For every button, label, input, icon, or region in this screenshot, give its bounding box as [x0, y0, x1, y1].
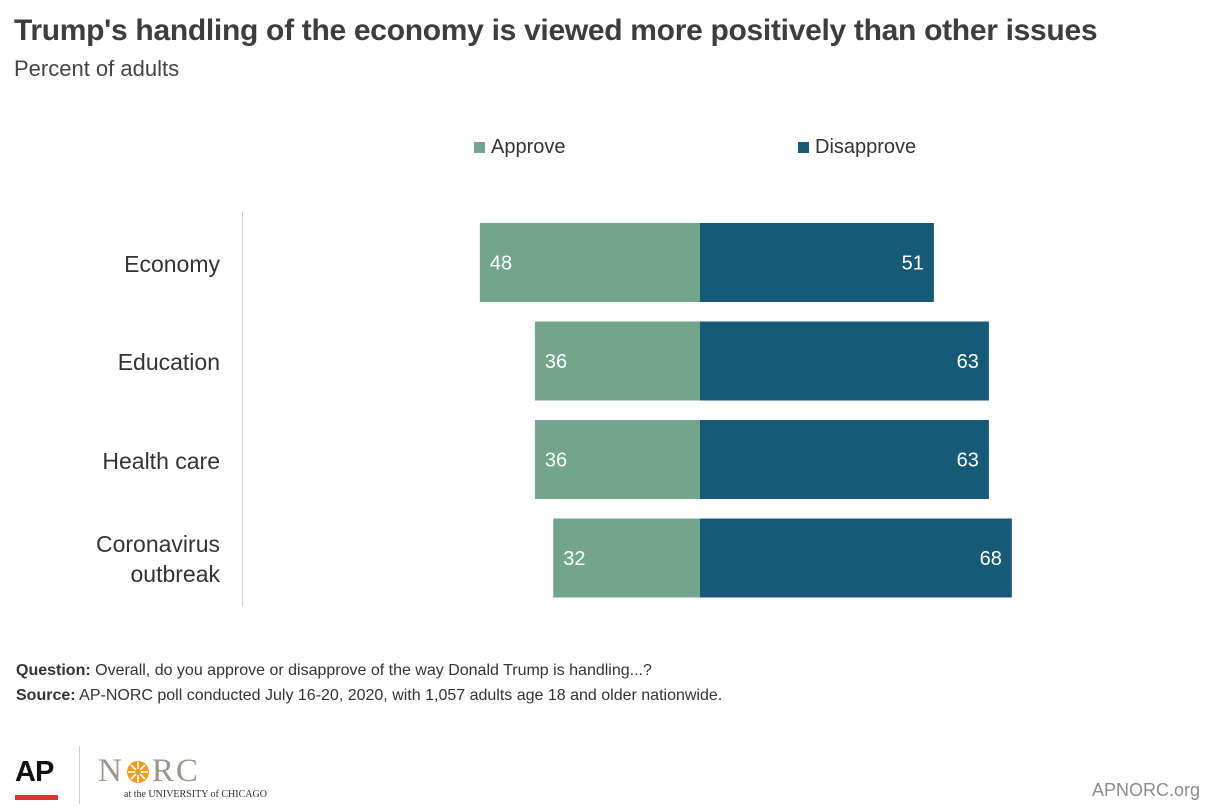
- norc-logo-n: N: [98, 753, 124, 789]
- bar-approve-0: [479, 223, 700, 302]
- category-label-line: outbreak: [130, 561, 220, 587]
- footnote-question: Question: Overall, do you approve or dis…: [16, 662, 652, 680]
- category-label-line: Economy: [124, 250, 220, 277]
- bar-disapprove-3: [700, 518, 1012, 598]
- source-text: AP-NORC poll conducted July 16-20, 2020,…: [75, 687, 723, 704]
- source-label: Source:: [16, 687, 76, 704]
- category-label-line: Education: [117, 349, 220, 375]
- logo-divider: [79, 746, 80, 804]
- bar-disapprove-0: [700, 223, 934, 302]
- category-label-2: Health care: [102, 446, 220, 476]
- question-label: Question:: [16, 662, 91, 679]
- chart-subtitle: Percent of adults: [14, 56, 180, 81]
- legend-disapprove-swatch: [798, 142, 809, 153]
- legend-approve: Approve: [474, 136, 566, 159]
- norc-logo: N RC: [98, 753, 200, 790]
- category-label-line: Health care: [102, 447, 220, 474]
- data-label-disapprove-2: 63: [957, 450, 979, 472]
- norc-logo-rc: RC: [151, 753, 200, 789]
- category-label-1: Education: [118, 347, 220, 377]
- question-text: Overall, do you approve or disapprove of…: [90, 662, 652, 679]
- legend-approve-swatch: [474, 142, 485, 153]
- norc-subtitle: at the UNIVERSITY of CHICAGO: [124, 789, 267, 800]
- bar-approve-1: [534, 321, 700, 401]
- data-label-disapprove-0: 51: [902, 253, 924, 275]
- website-url: APNORC.org: [1091, 780, 1200, 800]
- data-label-approve-0: 48: [490, 253, 512, 275]
- bar-disapprove-1: [700, 321, 989, 401]
- ap-logo-bar: [15, 795, 58, 800]
- data-label-approve-1: 36: [545, 351, 567, 373]
- ap-logo: AP: [15, 756, 54, 788]
- norc-sunburst-icon: [126, 760, 149, 783]
- legend-disapprove-label: Disapprove: [815, 136, 917, 158]
- category-label-3: Coronavirus outbreak: [96, 529, 220, 589]
- legend-disapprove: Disapprove: [798, 136, 916, 159]
- category-label-0: Economy: [124, 249, 220, 279]
- bar-disapprove-2: [700, 420, 989, 499]
- bar-approve-3: [553, 518, 700, 598]
- category-label-line: Coronavirus: [96, 531, 220, 557]
- data-label-approve-2: 36: [545, 450, 567, 472]
- legend-approve-label: Approve: [491, 136, 566, 158]
- data-label-disapprove-1: 63: [957, 351, 979, 373]
- bar-approve-2: [534, 420, 700, 499]
- chart-title: Trump's handling of the economy is viewe…: [14, 14, 1098, 47]
- footnote-source: Source: AP-NORC poll conducted July 16-2…: [16, 687, 722, 705]
- data-label-disapprove-3: 68: [980, 548, 1002, 570]
- data-label-approve-3: 32: [563, 548, 585, 570]
